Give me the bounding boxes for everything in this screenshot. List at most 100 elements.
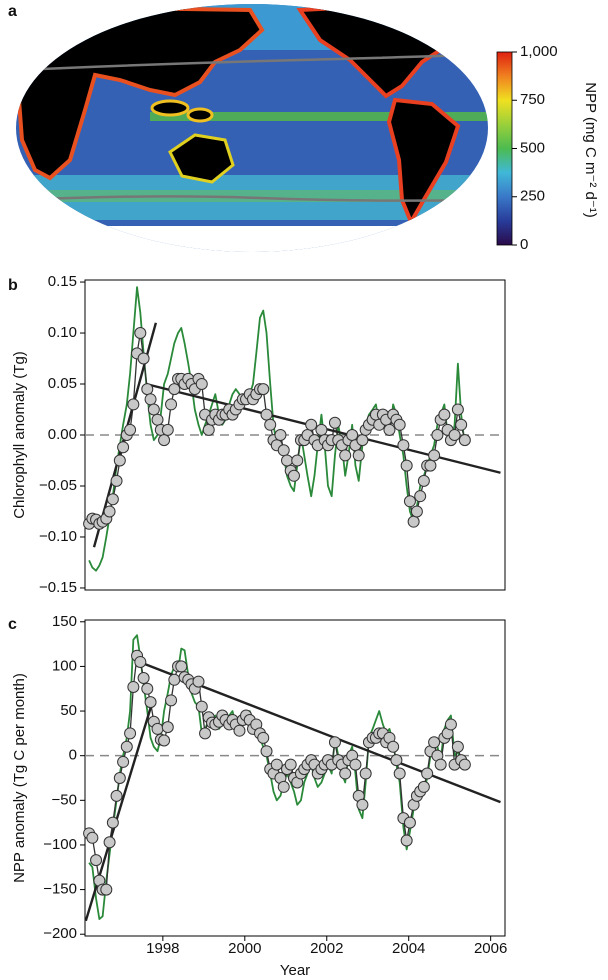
data-point: [144, 393, 157, 406]
data-point: [291, 454, 304, 467]
data-point: [403, 816, 416, 829]
data-point: [113, 772, 126, 784]
data-point: [106, 816, 119, 829]
data-point: [352, 449, 365, 462]
front-line: [17, 195, 488, 202]
data-point: [277, 780, 290, 793]
data-point: [356, 798, 369, 811]
data-point: [158, 434, 171, 447]
data-point: [233, 724, 246, 737]
continent: [386, 97, 461, 227]
data-point: [86, 831, 99, 844]
data-point: [451, 740, 464, 753]
series-line: [88, 634, 466, 920]
data-point: [141, 383, 154, 396]
data-point: [100, 883, 113, 896]
x-tick-label: 2004: [392, 940, 425, 957]
data-point: [192, 675, 205, 688]
colorbar-tick-label: 250: [520, 188, 545, 205]
data-point: [458, 758, 471, 771]
data-point: [151, 722, 164, 735]
y-tick-label: 0: [69, 747, 77, 764]
colorbar: [496, 51, 513, 246]
colorbar-tick-label: 1,000: [520, 43, 558, 60]
colorbar-tick-label: 0: [520, 236, 528, 253]
data-point: [328, 736, 341, 749]
data-point: [428, 736, 441, 749]
data-point: [127, 680, 140, 693]
data-point: [195, 378, 208, 391]
data-point: [315, 423, 328, 436]
data-point: [346, 429, 359, 441]
data-point: [120, 740, 133, 753]
data-point: [458, 434, 471, 447]
continent: [168, 133, 235, 184]
data-point: [110, 789, 123, 802]
y-tick-label: −150: [43, 881, 77, 898]
data-point: [257, 731, 270, 744]
continent: [150, 99, 190, 117]
y-tick-label: 100: [52, 657, 77, 674]
data-point: [414, 490, 427, 503]
data-point: [137, 672, 150, 685]
data-point: [417, 780, 430, 793]
data-point: [199, 727, 212, 740]
y-tick-label: 0.00: [48, 426, 77, 443]
data-point: [137, 352, 150, 365]
data-point: [90, 854, 103, 867]
data-point: [390, 754, 403, 767]
x-tick-label: 1998: [146, 940, 179, 957]
data-point: [428, 449, 441, 462]
y-tick-label: −0.05: [39, 477, 77, 494]
data-point: [438, 408, 451, 421]
plot-frame: [84, 619, 506, 937]
trend-line: [143, 662, 501, 804]
y-tick-label: −50: [52, 791, 77, 808]
data-point: [356, 434, 369, 447]
data-point: [339, 449, 352, 462]
panel-label: b: [8, 277, 18, 294]
data-point: [444, 718, 457, 731]
data-point: [106, 493, 119, 506]
ice: [16, 226, 488, 252]
data-point: [451, 403, 464, 416]
data-point: [264, 418, 277, 431]
data-point: [349, 758, 362, 771]
data-point: [270, 758, 283, 771]
data-point: [165, 694, 178, 707]
data-point: [417, 474, 430, 487]
field-equator: [150, 112, 488, 121]
data-point: [202, 423, 215, 436]
y-tick-label: −200: [43, 925, 77, 942]
colorbar-tick-label: 750: [520, 91, 545, 108]
y-tick-label: 50: [60, 702, 77, 719]
panel-label: a: [8, 3, 17, 20]
y-axis-label: Chlorophyll anomaly (Tg): [11, 351, 28, 519]
data-point: [110, 474, 123, 487]
data-point: [448, 429, 461, 441]
data-point: [161, 721, 174, 734]
data-point: [305, 418, 318, 431]
data-point: [134, 655, 147, 668]
y-axis-label: NPP anomaly (Tg C per month): [11, 673, 28, 883]
data-point: [260, 745, 273, 758]
data-point: [407, 515, 420, 528]
data-point: [260, 408, 273, 421]
data-point: [277, 444, 290, 457]
x-tick-label: 2006: [474, 940, 507, 957]
colorbar-label: NPP (mg C m⁻² d⁻¹): [582, 82, 599, 218]
data-point: [400, 834, 413, 847]
data-point: [431, 429, 444, 441]
data-point: [397, 439, 410, 452]
data-point: [103, 836, 116, 849]
data-point: [141, 682, 154, 695]
data-point: [134, 327, 147, 340]
data-point: [161, 423, 174, 436]
data-point: [421, 767, 434, 780]
data-point: [175, 660, 188, 673]
data-point: [403, 495, 416, 508]
trend-line: [84, 706, 153, 922]
data-point: [165, 398, 178, 411]
